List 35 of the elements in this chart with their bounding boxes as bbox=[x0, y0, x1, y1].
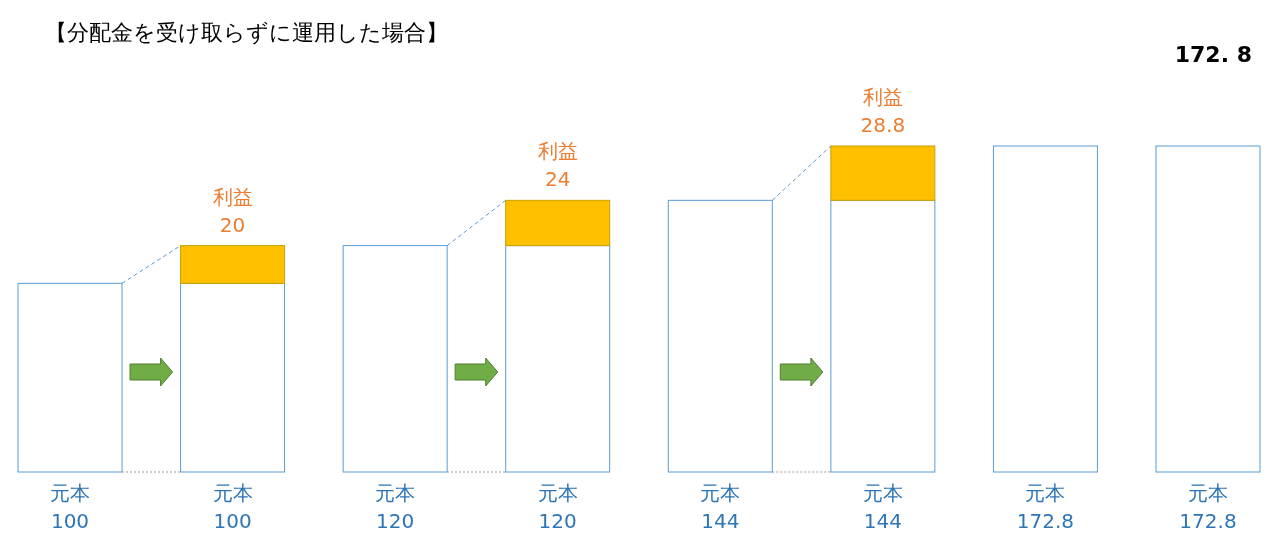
data-label: 144 bbox=[863, 509, 902, 533]
data-label: 24 bbox=[544, 167, 571, 192]
series-label: 元本 bbox=[50, 481, 90, 505]
text: 利益 bbox=[862, 85, 903, 109]
bar bbox=[1155, 145, 1261, 473]
data-label: 120 bbox=[538, 509, 577, 533]
data-label: 28.8 bbox=[860, 113, 906, 137]
text: 元本 bbox=[375, 481, 416, 505]
bar bbox=[17, 282, 123, 473]
text: 元本 bbox=[700, 481, 741, 505]
bar bbox=[830, 199, 936, 473]
text: 元本 bbox=[1188, 481, 1228, 505]
chart-title: 【分配金を受け取らずに運用した場合】 bbox=[45, 20, 448, 45]
text: 元本 bbox=[862, 481, 903, 505]
data-label: 172.8 bbox=[1179, 509, 1237, 533]
bar bbox=[180, 282, 286, 473]
bar bbox=[180, 245, 286, 284]
text: 元本 bbox=[212, 481, 253, 505]
series-label: 利益 bbox=[212, 184, 253, 209]
data-label: 120 bbox=[376, 509, 415, 533]
bar bbox=[667, 199, 773, 473]
text: 利益 bbox=[537, 139, 578, 164]
text: 元本 bbox=[537, 481, 578, 505]
text: 元本 bbox=[1025, 481, 1066, 505]
data-label: 100 bbox=[50, 509, 90, 533]
bar bbox=[505, 245, 611, 473]
bar bbox=[830, 145, 936, 201]
data-label: 172.8 bbox=[1016, 509, 1075, 533]
bar bbox=[505, 199, 611, 247]
text: 172. 8 bbox=[1174, 42, 1252, 67]
data-label: 144 bbox=[701, 509, 740, 533]
bar bbox=[342, 245, 448, 473]
data-label: 100 bbox=[213, 509, 252, 533]
bar bbox=[992, 145, 1098, 473]
data-label: 20 bbox=[219, 212, 246, 237]
